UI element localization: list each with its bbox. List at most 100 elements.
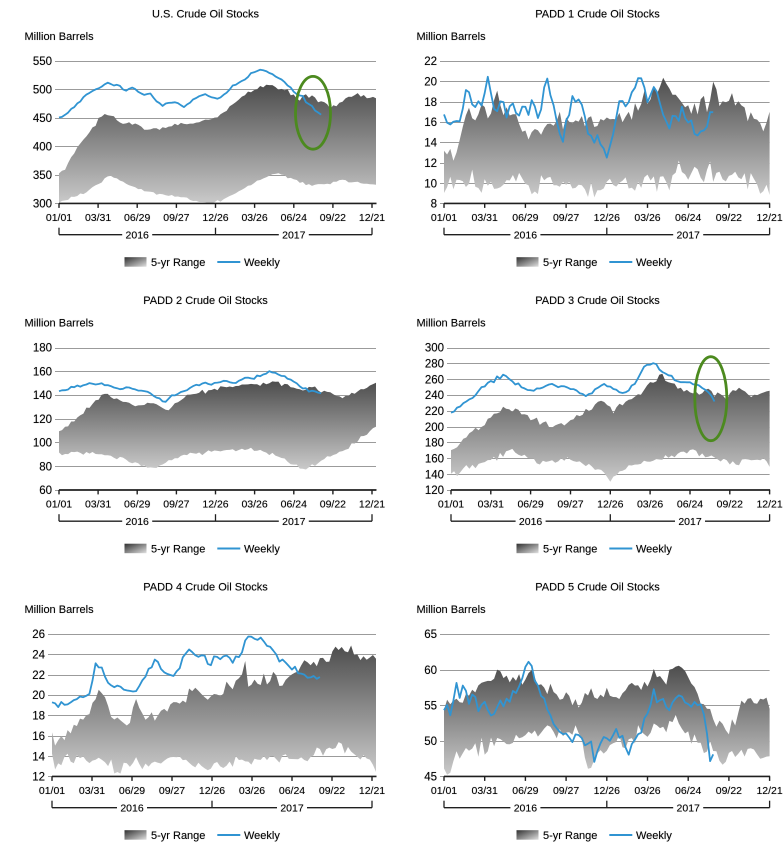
svg-text:8: 8 bbox=[431, 199, 437, 211]
svg-text:01/01: 01/01 bbox=[431, 785, 457, 797]
svg-text:200: 200 bbox=[425, 422, 444, 434]
svg-text:Million Barrels: Million Barrels bbox=[25, 31, 95, 43]
svg-text:300: 300 bbox=[425, 343, 444, 355]
svg-text:03/26: 03/26 bbox=[634, 785, 660, 797]
svg-text:450: 450 bbox=[33, 113, 52, 125]
svg-text:Million Barrels: Million Barrels bbox=[417, 604, 487, 616]
svg-text:PADD 4 Crude Oil Stocks: PADD 4 Crude Oil Stocks bbox=[143, 582, 268, 594]
svg-text:01/01: 01/01 bbox=[39, 785, 65, 797]
svg-text:12/26: 12/26 bbox=[594, 785, 620, 797]
svg-text:03/26: 03/26 bbox=[637, 499, 663, 511]
svg-text:09/22: 09/22 bbox=[319, 785, 345, 797]
svg-text:20: 20 bbox=[424, 77, 437, 89]
svg-text:14: 14 bbox=[424, 138, 437, 150]
svg-text:180: 180 bbox=[425, 438, 444, 450]
svg-text:Million Barrels: Million Barrels bbox=[25, 604, 95, 616]
svg-text:Weekly: Weekly bbox=[244, 257, 280, 269]
svg-text:06/29: 06/29 bbox=[119, 785, 145, 797]
svg-text:12/21: 12/21 bbox=[756, 499, 782, 511]
svg-text:03/26: 03/26 bbox=[241, 499, 267, 511]
svg-text:12: 12 bbox=[32, 772, 45, 784]
svg-text:60: 60 bbox=[39, 485, 52, 497]
svg-text:03/31: 03/31 bbox=[79, 785, 105, 797]
svg-text:120: 120 bbox=[33, 414, 52, 426]
svg-text:120: 120 bbox=[425, 485, 444, 497]
svg-text:2016: 2016 bbox=[519, 516, 543, 528]
svg-text:2016: 2016 bbox=[126, 516, 150, 528]
svg-text:2017: 2017 bbox=[282, 230, 306, 242]
svg-text:14: 14 bbox=[32, 751, 45, 763]
svg-text:12/26: 12/26 bbox=[202, 499, 228, 511]
svg-text:550: 550 bbox=[33, 56, 52, 68]
svg-text:01/01: 01/01 bbox=[431, 212, 457, 224]
svg-text:03/31: 03/31 bbox=[478, 499, 504, 511]
svg-text:03/26: 03/26 bbox=[241, 212, 267, 224]
svg-text:22: 22 bbox=[32, 670, 45, 682]
svg-text:01/01: 01/01 bbox=[46, 499, 72, 511]
svg-text:12/26: 12/26 bbox=[199, 785, 225, 797]
svg-text:01/01: 01/01 bbox=[46, 212, 72, 224]
svg-text:06/24: 06/24 bbox=[675, 785, 701, 797]
svg-text:50: 50 bbox=[424, 736, 437, 748]
svg-text:Weekly: Weekly bbox=[244, 543, 280, 555]
svg-text:Weekly: Weekly bbox=[636, 543, 672, 555]
svg-text:55: 55 bbox=[424, 700, 437, 712]
svg-text:06/24: 06/24 bbox=[675, 212, 701, 224]
svg-text:06/24: 06/24 bbox=[677, 499, 703, 511]
svg-text:12/21: 12/21 bbox=[359, 499, 385, 511]
svg-text:Weekly: Weekly bbox=[636, 830, 672, 842]
svg-text:160: 160 bbox=[33, 366, 52, 378]
svg-text:26: 26 bbox=[32, 629, 45, 641]
svg-text:09/27: 09/27 bbox=[163, 499, 189, 511]
svg-text:09/27: 09/27 bbox=[163, 212, 189, 224]
svg-text:09/22: 09/22 bbox=[716, 212, 742, 224]
svg-text:12/26: 12/26 bbox=[594, 212, 620, 224]
svg-text:09/27: 09/27 bbox=[159, 785, 185, 797]
svg-text:03/26: 03/26 bbox=[239, 785, 265, 797]
svg-text:500: 500 bbox=[33, 85, 52, 97]
svg-text:PADD 3 Crude Oil Stocks: PADD 3 Crude Oil Stocks bbox=[535, 295, 660, 307]
svg-text:06/29: 06/29 bbox=[512, 785, 538, 797]
svg-text:01/01: 01/01 bbox=[438, 499, 464, 511]
svg-text:18: 18 bbox=[32, 711, 45, 723]
svg-text:2017: 2017 bbox=[678, 516, 702, 528]
svg-text:160: 160 bbox=[425, 454, 444, 466]
svg-text:03/26: 03/26 bbox=[634, 212, 660, 224]
svg-text:80: 80 bbox=[39, 461, 52, 473]
svg-text:2017: 2017 bbox=[282, 516, 306, 528]
svg-text:Weekly: Weekly bbox=[636, 257, 672, 269]
svg-text:2016: 2016 bbox=[126, 230, 150, 242]
svg-text:5-yr Range: 5-yr Range bbox=[543, 830, 597, 842]
svg-text:220: 220 bbox=[425, 406, 444, 418]
svg-text:24: 24 bbox=[32, 650, 45, 662]
svg-text:12/21: 12/21 bbox=[359, 785, 385, 797]
svg-text:06/29: 06/29 bbox=[517, 499, 543, 511]
svg-text:140: 140 bbox=[33, 390, 52, 402]
svg-text:45: 45 bbox=[424, 772, 437, 784]
svg-text:5-yr Range: 5-yr Range bbox=[151, 830, 205, 842]
svg-text:09/22: 09/22 bbox=[716, 785, 742, 797]
svg-text:09/27: 09/27 bbox=[553, 785, 579, 797]
svg-text:65: 65 bbox=[424, 629, 437, 641]
svg-text:12/26: 12/26 bbox=[202, 212, 228, 224]
svg-text:2017: 2017 bbox=[677, 803, 701, 815]
svg-text:PADD 1 Crude Oil Stocks: PADD 1 Crude Oil Stocks bbox=[535, 9, 660, 21]
svg-text:Weekly: Weekly bbox=[244, 830, 280, 842]
svg-text:Million Barrels: Million Barrels bbox=[25, 317, 95, 329]
svg-text:09/22: 09/22 bbox=[320, 499, 346, 511]
svg-text:06/24: 06/24 bbox=[281, 212, 307, 224]
svg-text:350: 350 bbox=[33, 170, 52, 182]
svg-text:260: 260 bbox=[425, 374, 444, 386]
svg-text:10: 10 bbox=[424, 178, 437, 190]
svg-text:12/26: 12/26 bbox=[597, 499, 623, 511]
svg-text:240: 240 bbox=[425, 390, 444, 402]
svg-text:180: 180 bbox=[33, 343, 52, 355]
svg-text:2017: 2017 bbox=[677, 230, 701, 242]
svg-text:06/29: 06/29 bbox=[124, 499, 150, 511]
svg-text:22: 22 bbox=[424, 56, 437, 68]
svg-text:03/31: 03/31 bbox=[472, 785, 498, 797]
svg-text:2016: 2016 bbox=[514, 230, 538, 242]
svg-text:12/21: 12/21 bbox=[756, 212, 782, 224]
svg-text:280: 280 bbox=[425, 359, 444, 371]
svg-text:5-yr Range: 5-yr Range bbox=[543, 543, 597, 555]
